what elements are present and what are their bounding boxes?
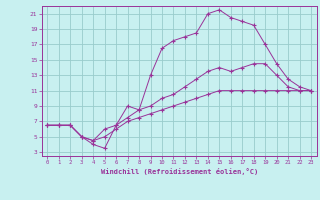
X-axis label: Windchill (Refroidissement éolien,°C): Windchill (Refroidissement éolien,°C) xyxy=(100,168,258,175)
